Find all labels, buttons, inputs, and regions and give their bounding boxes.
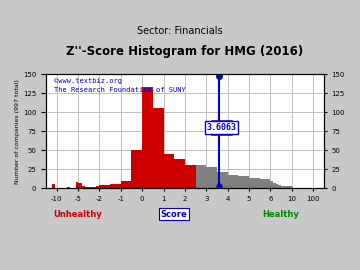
Text: Healthy: Healthy (263, 210, 300, 219)
Text: The Research Foundation of SUNY: The Research Foundation of SUNY (54, 87, 186, 93)
Bar (131, 150, 142, 188)
Bar (217, 171, 228, 188)
Bar (289, 186, 292, 188)
Bar (238, 176, 249, 188)
Bar (82, 186, 85, 188)
Bar (278, 187, 281, 188)
Bar (121, 181, 131, 188)
Bar (110, 184, 121, 188)
Text: Sector: Financials: Sector: Financials (137, 26, 223, 36)
Bar (278, 185, 281, 188)
Bar (276, 187, 278, 188)
Bar (206, 167, 217, 188)
Bar (195, 187, 206, 188)
Bar (270, 181, 273, 188)
Bar (287, 186, 289, 188)
Bar (67, 187, 69, 188)
Bar (78, 183, 82, 188)
Bar (284, 186, 287, 188)
Bar (195, 166, 206, 188)
Y-axis label: Number of companies (997 total): Number of companies (997 total) (15, 79, 20, 184)
Bar (153, 108, 163, 188)
Bar (96, 186, 99, 188)
Bar (206, 187, 217, 188)
Bar (76, 182, 78, 188)
Bar (89, 187, 92, 188)
Text: ©www.textbiz.org: ©www.textbiz.org (54, 77, 122, 84)
Bar (142, 87, 153, 188)
Bar (289, 187, 292, 188)
Bar (174, 159, 185, 188)
Text: Unhealthy: Unhealthy (54, 210, 103, 219)
Bar (53, 184, 55, 188)
Bar (273, 186, 276, 188)
Bar (287, 187, 289, 188)
Bar (99, 185, 110, 188)
Bar (281, 186, 284, 188)
Bar (92, 187, 96, 188)
Bar (273, 183, 276, 188)
Bar (276, 184, 278, 188)
Text: 3.6063: 3.6063 (206, 123, 237, 132)
Bar (228, 175, 238, 188)
Text: Score: Score (161, 210, 188, 219)
Bar (163, 154, 174, 188)
Bar (85, 187, 89, 188)
Title: Z''-Score Histogram for HMG (2016): Z''-Score Histogram for HMG (2016) (66, 45, 303, 58)
Bar (260, 179, 270, 188)
Bar (270, 187, 273, 188)
Bar (185, 166, 195, 188)
Bar (249, 178, 260, 188)
